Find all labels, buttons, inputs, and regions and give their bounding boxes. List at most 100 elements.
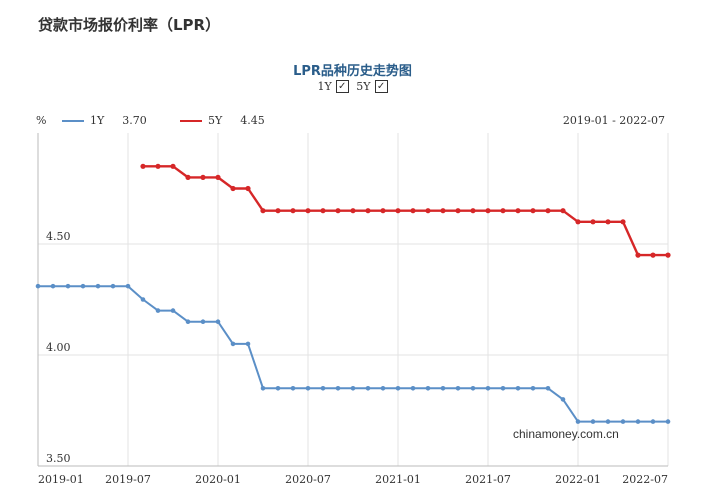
watermark-text: chinamoney.com.cn xyxy=(513,427,619,441)
data-point-1y xyxy=(350,386,356,391)
toggle-5y[interactable]: 5Y ✓ xyxy=(356,80,388,93)
data-point-1y xyxy=(290,386,296,391)
data-point-1y xyxy=(575,419,581,424)
data-point-1y xyxy=(470,386,476,391)
toggle-5y-label: 5Y xyxy=(356,80,371,93)
toggle-1y[interactable]: 1Y ✓ xyxy=(317,80,349,93)
data-point-5y xyxy=(350,208,356,214)
data-point-5y xyxy=(500,208,506,214)
data-point-1y xyxy=(275,386,281,391)
data-point-5y xyxy=(560,208,566,214)
data-point-1y xyxy=(380,386,386,391)
x-tick-label: 2019-07 xyxy=(105,473,151,486)
data-point-1y xyxy=(185,319,191,325)
data-point-5y xyxy=(260,208,266,214)
data-point-5y xyxy=(635,252,641,258)
data-point-1y xyxy=(140,297,146,302)
data-point-5y xyxy=(380,208,386,214)
x-tick-label: 2022-01 xyxy=(555,473,601,486)
data-point-5y xyxy=(485,208,491,214)
data-point-1y xyxy=(635,419,641,424)
data-point-1y xyxy=(335,386,341,391)
data-point-5y xyxy=(515,208,521,214)
data-point-1y xyxy=(545,386,551,391)
toggle-1y-label: 1Y xyxy=(317,80,332,93)
data-point-1y xyxy=(515,386,521,391)
series-line-5y xyxy=(143,165,668,257)
data-point-1y xyxy=(305,386,311,391)
series-toggles: 1Y ✓ 5Y ✓ xyxy=(0,80,705,93)
data-point-5y xyxy=(620,219,626,225)
legend-line-1y xyxy=(62,119,84,122)
data-point-1y xyxy=(620,419,626,424)
data-point-1y xyxy=(425,386,431,391)
data-point-5y xyxy=(575,219,581,225)
data-point-5y xyxy=(425,208,431,214)
y-tick-label: 3.50 xyxy=(46,452,71,465)
x-tick-label: 2021-01 xyxy=(375,473,421,486)
data-point-1y xyxy=(650,419,656,424)
data-point-5y xyxy=(245,185,251,192)
data-point-5y xyxy=(590,219,596,225)
checkbox-1y[interactable]: ✓ xyxy=(335,80,349,93)
data-point-5y xyxy=(185,174,191,180)
data-point-1y xyxy=(230,341,236,347)
y-unit-label: % xyxy=(36,114,47,127)
data-point-1y xyxy=(395,386,401,391)
data-point-1y xyxy=(50,283,56,289)
data-point-5y xyxy=(215,174,221,180)
x-tick-label: 2020-01 xyxy=(195,473,241,486)
data-point-1y xyxy=(485,386,491,391)
data-point-5y xyxy=(605,219,611,225)
data-point-1y xyxy=(170,308,176,313)
legend-value-5y: 4.45 xyxy=(240,114,265,127)
data-point-1y xyxy=(365,386,371,391)
x-tick-label: 2020-07 xyxy=(285,473,331,486)
tick-labels: 2019-01 2019-07 2020-01 2020-07 2021-01 2021-… xyxy=(38,230,668,486)
series-lines xyxy=(38,165,668,423)
data-point-5y xyxy=(665,252,671,258)
data-point-1y xyxy=(605,419,611,424)
data-point-1y xyxy=(530,386,536,391)
data-point-1y xyxy=(440,386,446,391)
legend-name-1y: 1Y xyxy=(90,114,105,127)
data-point-1y xyxy=(35,283,41,289)
data-point-5y xyxy=(275,208,281,214)
data-point-1y xyxy=(95,283,101,289)
data-point-1y xyxy=(215,319,221,325)
data-point-5y xyxy=(365,208,371,214)
legend-item-1y[interactable]: 1Y 3.70 xyxy=(62,114,147,127)
data-point-1y xyxy=(260,386,266,391)
data-point-5y xyxy=(290,208,296,214)
data-point-5y xyxy=(155,163,161,169)
data-point-1y xyxy=(455,386,461,391)
data-point-5y xyxy=(440,208,446,214)
data-point-5y xyxy=(140,163,146,169)
data-point-1y xyxy=(125,283,131,289)
data-point-1y xyxy=(65,283,71,289)
data-point-1y xyxy=(155,308,161,313)
series-line-1y xyxy=(38,285,668,423)
data-point-1y xyxy=(200,319,206,325)
x-tick-label: 2022-07 xyxy=(622,473,668,486)
y-tick-label: 4.50 xyxy=(46,230,71,243)
data-point-5y xyxy=(305,208,311,214)
data-point-5y xyxy=(530,208,536,214)
legend-item-5y[interactable]: 5Y 4.45 xyxy=(180,114,265,127)
date-range: 2019-01 - 2022-07 xyxy=(562,114,665,127)
data-point-5y xyxy=(395,208,401,214)
y-tick-label: 4.00 xyxy=(46,341,71,354)
checkbox-5y[interactable]: ✓ xyxy=(374,80,388,93)
data-point-5y xyxy=(410,208,416,214)
data-point-1y xyxy=(410,386,416,391)
data-point-5y xyxy=(650,252,656,258)
chart-title: LPR品种历史走势图 xyxy=(293,64,412,79)
data-point-5y xyxy=(200,174,206,180)
data-point-1y xyxy=(665,419,671,424)
data-point-1y xyxy=(560,397,566,402)
data-point-5y xyxy=(470,208,476,214)
data-point-5y xyxy=(545,208,551,214)
legend-value-1y: 3.70 xyxy=(122,114,147,127)
data-point-1y xyxy=(80,283,86,289)
